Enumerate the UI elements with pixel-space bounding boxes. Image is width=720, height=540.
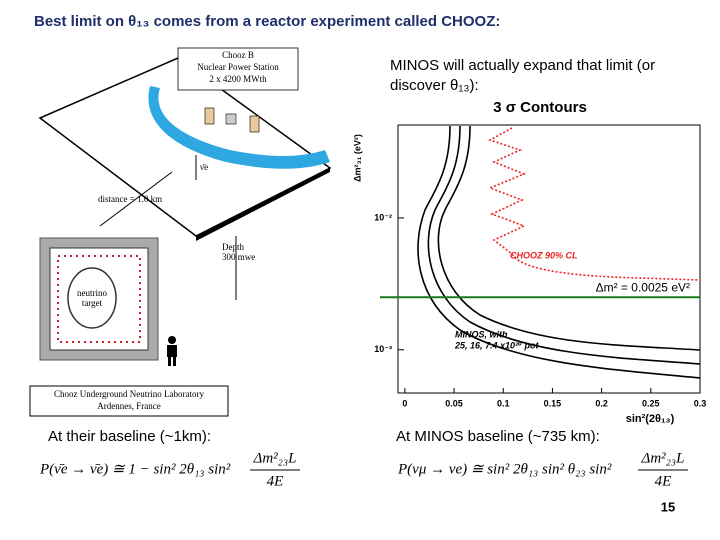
right-caption: At MINOS baseline (~735 km): [396,428,600,445]
x-tick-label: 0.05 [445,398,463,408]
plot-frame [397,124,701,394]
y-axis-label: Δm²₃₁ (eV²) [352,134,362,182]
x-tick-label: 0 [402,398,407,408]
minos-text: MINOS will actually expand that limit (o… [390,57,655,74]
building [225,113,237,125]
distance-label: distance = 1.0 km [98,194,162,204]
formula-left-num: Δm²₂₃L [253,450,297,466]
lab-label: Chooz Underground Neutrino Laboratory [54,389,205,399]
lab-label: Ardennes, France [97,401,160,411]
station-label: Nuclear Power Station [197,62,279,72]
x-axis-label: sin²(2θ₁₃) [626,413,675,425]
left-caption: At their baseline (~1km): [48,428,211,445]
target-label: target [82,298,103,308]
dm2-label: Δm² = 0.0025 eV² [596,280,690,294]
station-label: Chooz B [222,50,254,60]
plot-title: 3 σ Contours [493,99,587,116]
reactor [204,107,215,125]
page-number: 15 [661,499,675,514]
river [148,86,330,169]
minos-contour [437,125,701,351]
minos-label: MINOS, with [455,329,508,339]
depth-label: 300 mwe [222,252,255,262]
x-tick-label: 0.2 [595,398,608,408]
station-label-box [177,47,299,91]
chooz-diagram: Chooz B Nuclear Power Station 2 x 4200 M… [29,47,332,417]
plate-edge [196,168,330,241]
target-label: neutrino [77,288,107,298]
x-tick-label: 0.15 [544,398,562,408]
formula-left: P(ν̄e → ν̄e) ≅ 1 − sin² 2θ₁₃ sin² [39,461,231,477]
y-tick-label: 10⁻³ [374,344,392,354]
contour-plot: 3 σ Contours Δm²₃₁ (eV²) sin²(2θ₁₃) CHOO… [352,99,706,425]
chooz-label: CHOOZ 90% CL [510,250,578,260]
chooz-contour [487,127,701,281]
x-tick-label: 0.25 [642,398,660,408]
formula-right-den: 4E [655,473,672,489]
depth-label: Depth [222,242,244,252]
x-tick-label: 0.3 [694,398,707,408]
formula-left-den: 4E [267,473,284,489]
minos-label: 25, 16, 7.4 x10²⁰ pot [454,340,539,350]
station-label: 2 x 4200 MWth [209,74,267,84]
neutrino-label: ν̄e [200,162,208,172]
person-icon [167,336,177,366]
minos-text: discover θ₁₃): [390,77,479,94]
minos-contour [417,125,701,379]
reactor [249,115,260,133]
target-vessel [67,267,117,329]
y-tick-label: 10⁻² [374,212,392,222]
x-tick-label: 0.1 [497,398,510,408]
detector-vessel [49,247,149,351]
formula-right: P(νμ → νe) ≅ sin² 2θ₁₃ sin² θ₂₃ sin² [397,461,612,477]
formula-right-num: Δm²₂₃L [641,450,685,466]
lab-label-box [29,385,229,417]
slide-title: Best limit on θ₁₃ comes from a reactor e… [34,13,500,30]
distance-pointer [99,171,173,227]
